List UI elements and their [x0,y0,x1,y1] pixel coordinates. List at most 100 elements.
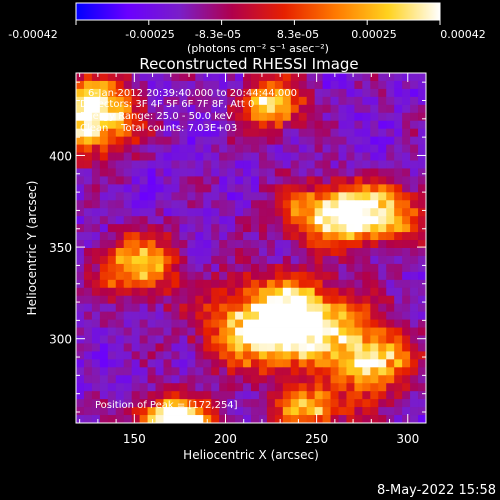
heatmap-cell [330,128,339,138]
heatmap-cell [314,152,323,161]
heatmap-cell [235,351,244,360]
heatmap-cell [219,263,228,273]
heatmap-cell [227,224,236,233]
heatmap-cell [258,335,268,344]
heatmap-cell [322,104,331,114]
annotation-peak-position: Position of Peak = [172,254] [95,400,238,411]
heatmap-cell [386,295,395,305]
heatmap-cell [314,263,323,273]
heatmap-cell [258,359,268,368]
heatmap-cell [354,351,363,360]
heatmap-cell [306,168,316,177]
heatmap-cell [378,104,387,114]
heatmap-cell [410,216,419,225]
heatmap-cell [258,263,268,273]
heatmap-cell [386,391,395,400]
heatmap-cell [394,128,403,138]
heatmap-cell [76,160,85,169]
heatmap-cell [338,80,347,90]
heatmap-cell [171,255,180,265]
heatmap-cell [282,232,292,241]
heatmap-cell [139,383,148,392]
heatmap-cell [243,287,252,297]
heatmap-cell [147,279,156,289]
heatmap-cell [306,128,316,138]
heatmap-cell [370,216,379,225]
heatmap-cell [155,160,164,169]
heatmap-cell [227,200,236,209]
heatmap-cell [219,255,228,265]
heatmap-cell [346,367,355,376]
heatmap-cell [322,367,331,376]
heatmap-cell [227,375,236,384]
heatmap-cell [107,200,117,209]
heatmap-cell [219,88,228,98]
heatmap-cell [219,240,228,249]
heatmap-cell [306,248,316,257]
heatmap-cell [314,104,323,114]
heatmap-cell [274,255,284,265]
heatmap-cell [282,136,292,145]
heatmap-cell [91,383,101,392]
heatmap-cell [91,120,101,130]
heatmap-cell [123,208,133,217]
heatmap-cell [378,311,387,320]
heatmap-cell [306,391,316,400]
heatmap-cell [394,184,403,193]
heatmap-cell [227,391,236,400]
heatmap-cell [378,216,387,225]
heatmap-cell [99,335,109,344]
colorbar-tick-label: 8.3e-05 [277,28,319,41]
heatmap-cell [322,73,331,82]
heatmap-cell [322,271,331,281]
heatmap-cell [370,112,379,122]
heatmap-cell [258,240,268,249]
heatmap-cell [378,295,387,305]
heatmap-cell [410,383,419,392]
heatmap-cell [266,407,276,416]
heatmap-cell [386,367,395,376]
heatmap-cell [394,168,403,177]
heatmap-cell [386,287,395,297]
heatmap-cell [163,144,172,153]
heatmap-cell [163,168,172,177]
heatmap-cell [314,208,323,217]
heatmap-cell [243,367,252,376]
heatmap-cell [322,279,331,289]
heatmap-cell [219,216,228,225]
heatmap-cell [187,311,196,320]
heatmap-cell [187,208,196,217]
heatmap-cell [362,240,371,249]
heatmap-cell [195,128,204,138]
heatmap-cell [227,327,236,336]
heatmap-cell [83,240,93,249]
heatmap-cell [258,88,268,98]
heatmap-cell [251,415,260,424]
heatmap-cell [346,160,355,169]
heatmap-cell [115,343,125,352]
heatmap-cell [107,407,117,416]
heatmap-cell [203,319,212,328]
heatmap-cell [155,144,164,153]
heatmap-cell [115,311,125,320]
heatmap-cell [290,295,300,305]
heatmap-cell [227,359,236,368]
heatmap-cell [338,351,347,360]
heatmap-cell [378,160,387,169]
heatmap-cell [155,407,164,416]
heatmap-cell [338,279,347,289]
heatmap-cell [322,383,331,392]
heatmap-cell [139,255,148,265]
heatmap-cell [251,152,260,161]
heatmap-cell [91,248,101,257]
heatmap-cell [282,248,292,257]
heatmap-cell [243,303,252,313]
heatmap-cell [195,88,204,98]
heatmap-cell [362,415,371,424]
heatmap-cell [370,359,379,368]
heatmap-cell [99,184,109,193]
heatmap-cell [274,327,284,336]
heatmap-cell [298,295,308,305]
heatmap-cell [386,128,395,138]
heatmap-cell [91,160,101,169]
